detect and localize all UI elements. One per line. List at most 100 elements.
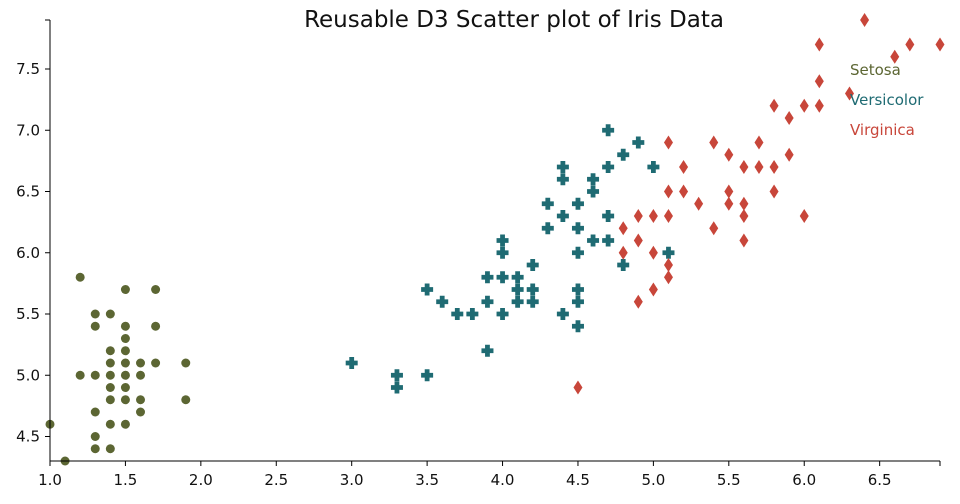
versicolor-point — [617, 259, 630, 271]
series-virginica — [573, 13, 945, 395]
virginica-point — [784, 147, 794, 162]
versicolor-point — [662, 246, 675, 259]
setosa-point — [181, 395, 191, 405]
versicolor-point — [571, 197, 584, 210]
versicolor-point — [556, 173, 569, 186]
virginica-point — [860, 13, 870, 27]
versicolor-point — [602, 234, 615, 247]
versicolor-point — [481, 271, 494, 284]
virginica-point — [663, 209, 673, 223]
x-tick-label: 6.5 — [868, 471, 892, 489]
virginica-point — [663, 270, 673, 285]
setosa-point — [105, 395, 115, 405]
versicolor-point — [451, 308, 464, 320]
virginica-point — [724, 184, 734, 199]
versicolor-point — [541, 222, 554, 235]
virginica-point — [663, 258, 673, 272]
setosa-point — [136, 370, 146, 380]
virginica-point — [648, 209, 658, 223]
versicolor-point — [496, 308, 509, 320]
legend-item-setosa: Setosa — [850, 61, 901, 79]
setosa-point — [105, 383, 115, 392]
versicolor-point — [421, 283, 434, 296]
versicolor-point — [571, 295, 584, 308]
setosa-point — [120, 346, 130, 356]
virginica-point — [769, 184, 779, 199]
x-tick-label: 2.5 — [264, 471, 288, 489]
versicolor-point — [526, 295, 539, 308]
setosa-point — [105, 346, 115, 356]
virginica-point — [618, 245, 628, 260]
versicolor-point — [632, 136, 645, 149]
virginica-point — [633, 233, 643, 248]
versicolor-point — [436, 295, 449, 308]
virginica-point — [739, 160, 749, 174]
setosa-point — [75, 370, 85, 380]
versicolor-point — [556, 161, 569, 173]
virginica-point — [754, 135, 764, 150]
setosa-point — [120, 395, 130, 405]
versicolor-point — [421, 369, 434, 382]
setosa-point — [90, 309, 100, 319]
virginica-point — [648, 282, 658, 297]
virginica-point — [814, 74, 824, 89]
virginica-point — [754, 160, 764, 174]
x-tick-label: 4.5 — [566, 471, 590, 489]
setosa-point — [151, 321, 161, 331]
virginica-point — [709, 135, 719, 150]
virginica-point — [769, 160, 779, 174]
versicolor-point — [571, 222, 584, 235]
setosa-point — [151, 358, 161, 368]
versicolor-point — [587, 234, 600, 247]
virginica-point — [739, 233, 749, 248]
versicolor-point — [647, 161, 660, 173]
setosa-point — [120, 358, 130, 368]
virginica-point — [648, 245, 658, 260]
y-axis: 4.5 5.0 5.5 6.0 6.5 7.0 7.5 — [16, 19, 51, 461]
setosa-point — [136, 358, 146, 368]
setosa-point — [105, 309, 115, 319]
versicolor-point — [541, 197, 554, 210]
setosa-point — [90, 321, 100, 331]
virginica-point — [709, 221, 719, 236]
versicolor-point — [617, 148, 630, 161]
setosa-point — [136, 395, 146, 405]
virginica-point — [633, 209, 643, 223]
virginica-point — [724, 147, 734, 162]
setosa-point — [105, 444, 115, 454]
virginica-point — [724, 196, 734, 211]
plot-area — [45, 13, 945, 466]
x-tick-label: 3.5 — [415, 471, 439, 489]
versicolor-point — [556, 210, 569, 222]
versicolor-point — [602, 124, 615, 137]
setosa-point — [120, 419, 130, 429]
versicolor-point — [496, 246, 509, 259]
virginica-point — [679, 160, 689, 174]
y-tick-label: 6.5 — [16, 183, 40, 201]
virginica-point — [905, 37, 915, 52]
virginica-point — [844, 86, 854, 101]
y-tick-label: 7.0 — [16, 121, 40, 139]
y-tick-label: 5.5 — [16, 305, 40, 323]
virginica-point — [618, 221, 628, 236]
setosa-point — [120, 321, 130, 331]
versicolor-point — [571, 283, 584, 296]
versicolor-point — [496, 234, 509, 247]
y-tick-label: 6.0 — [16, 244, 40, 262]
virginica-point — [799, 98, 809, 113]
virginica-point — [935, 37, 945, 52]
versicolor-point — [587, 185, 600, 198]
virginica-point — [784, 111, 794, 125]
x-tick-label: 5.0 — [641, 471, 665, 489]
versicolor-point — [390, 381, 403, 394]
virginica-point — [814, 98, 824, 113]
versicolor-point — [602, 161, 615, 173]
virginica-point — [739, 209, 749, 223]
x-tick-label: 4.0 — [491, 471, 515, 489]
virginica-point — [739, 196, 749, 211]
versicolor-point — [556, 308, 569, 320]
versicolor-point — [526, 259, 539, 271]
setosa-point — [151, 285, 161, 294]
versicolor-point — [511, 271, 524, 284]
